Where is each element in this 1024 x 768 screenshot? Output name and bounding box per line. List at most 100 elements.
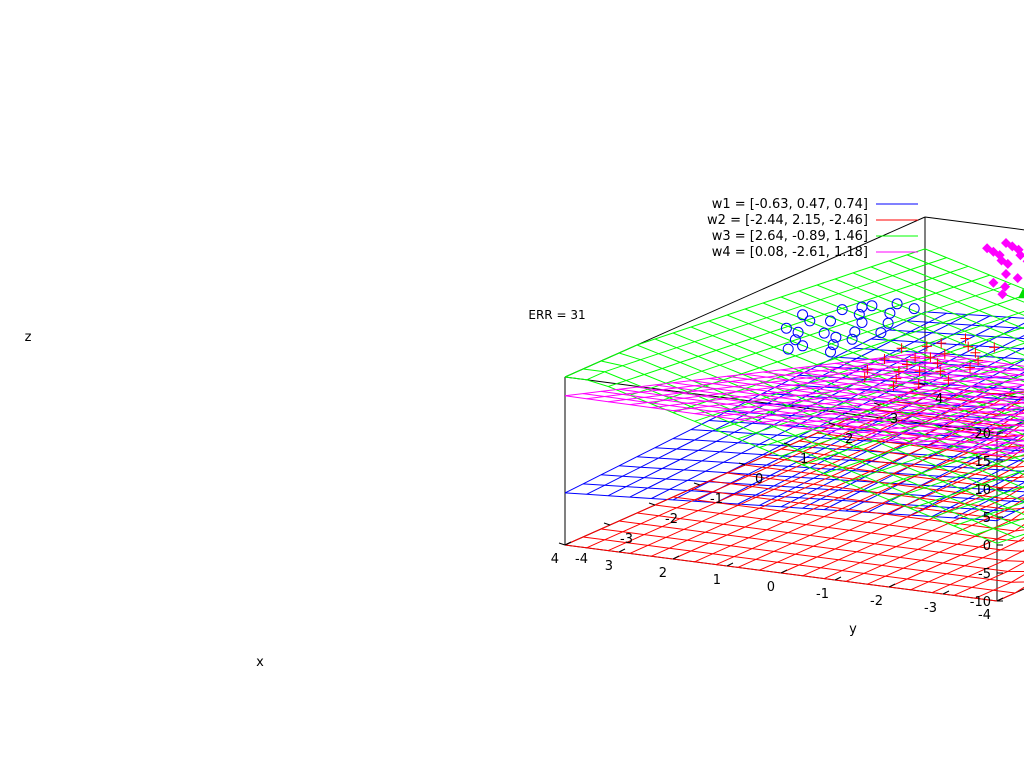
surface-grid-line (716, 326, 1024, 431)
plus-marker (879, 354, 890, 364)
surface-grid-line (953, 501, 1024, 527)
y-axis-label: y (849, 622, 857, 637)
surface-grid-line (762, 371, 1024, 409)
z-tick-label: 20 (974, 427, 991, 442)
plus-marker (896, 343, 907, 354)
surface-grid-line (867, 438, 1024, 492)
surface-grid-line (910, 470, 1024, 509)
plus-marker (965, 362, 975, 373)
circle-marker (849, 326, 861, 338)
y-tick-label: -4 (575, 552, 588, 567)
surface-grid-line (888, 423, 1024, 441)
diamond-marker (997, 289, 1008, 300)
y-tick-label: 3 (890, 412, 898, 427)
plus-marker (963, 341, 974, 352)
plus-marker (862, 364, 873, 375)
z-tick-label: 5 (983, 511, 991, 526)
circle-marker (818, 327, 830, 339)
surface-grid-line (910, 536, 1024, 591)
plus-marker (910, 352, 921, 363)
plus-marker (935, 366, 946, 377)
x-tick-mark (834, 576, 842, 581)
circle-marker (856, 301, 868, 313)
y-tick-mark (738, 462, 746, 466)
x-tick-label: 4 (551, 552, 559, 567)
plus-marker (891, 373, 902, 384)
x-tick-label: -2 (870, 594, 883, 609)
surface-grid-line (654, 504, 1024, 552)
surface-grid-line (924, 384, 1024, 395)
x-tick-mark (942, 590, 950, 595)
x-tick-mark (726, 562, 734, 567)
surface-grid-line (618, 520, 1024, 573)
circle-marker (825, 315, 836, 327)
y-tick-label: -3 (620, 532, 633, 547)
surface-grid-line (852, 272, 1024, 343)
plus-marker (970, 347, 981, 358)
legend-label: w2 = [-2.44, 2.15, -2.46] (707, 213, 868, 228)
x-tick-mark (564, 541, 572, 546)
plus-marker (932, 358, 943, 369)
x-tick-mark (780, 569, 788, 574)
y-tick-label: 0 (755, 472, 763, 487)
surface-grid-line (845, 422, 1024, 483)
surface-grid-line (906, 254, 1024, 303)
surface-grid-line (798, 440, 1024, 468)
surface-grid-line (932, 434, 1024, 447)
surface-grid-line (780, 296, 1024, 396)
plus-marker (893, 366, 904, 377)
plus-marker (939, 348, 950, 359)
plus-marker (914, 366, 925, 377)
x-tick-label: 3 (605, 559, 613, 574)
x-tick-label: 2 (659, 566, 667, 581)
diamond-marker (1001, 269, 1011, 279)
y-tick-mark (918, 382, 926, 386)
surface-grid-line (852, 360, 1024, 386)
surface-grid-line (924, 311, 1024, 319)
surface-4 (564, 352, 1024, 456)
circle-marker (797, 309, 809, 321)
legend-label: w3 = [2.64, -0.89, 1.46] (712, 229, 868, 244)
surface-grid-line (888, 454, 1024, 501)
surface-grid-line (888, 523, 1024, 588)
y-tick-mark (783, 442, 791, 446)
surface-1 (564, 311, 1024, 522)
surface-grid-line (737, 384, 1024, 420)
y-tick-mark (603, 522, 611, 526)
surface-grid-line (834, 278, 1024, 356)
surface-grid-line (834, 424, 1024, 448)
surface-grid-line (924, 352, 1024, 367)
diamond-marker (1001, 238, 1011, 248)
surface-grid-line (608, 265, 969, 387)
surface-grid-line (744, 373, 1024, 414)
x-tick-label: 1 (713, 573, 721, 588)
data-points (780, 238, 1024, 391)
surface-grid-line (607, 314, 969, 497)
plus-marker (921, 341, 932, 352)
surface-grid-line (845, 412, 1024, 435)
y-tick-mark (648, 502, 656, 506)
surface-grid-line (953, 440, 1024, 450)
surface-grid-line (932, 485, 1024, 518)
surface-grid-line (888, 445, 1024, 515)
surface-grid-line (816, 365, 1024, 395)
surface-grid-line (798, 367, 1024, 400)
surface-grid-line (694, 373, 1024, 415)
x-tick-mark (888, 583, 896, 588)
diamond-marker (982, 243, 993, 254)
surface-grid-line (906, 392, 1024, 405)
legend: w1 = [-0.63, 0.47, 0.74]w2 = [-2.44, 2.1… (707, 197, 918, 260)
surface-grid-line (798, 290, 1024, 383)
surface-grid-line (924, 248, 1024, 290)
x-tick-label: -3 (924, 601, 937, 616)
z-tick-label: 15 (974, 455, 991, 470)
surface-grid-line (586, 312, 947, 495)
circle-marker (836, 304, 848, 316)
circle-marker (780, 322, 792, 334)
plus-marker (989, 342, 1000, 353)
z-axis-label: z (25, 330, 32, 345)
surface-grid-line (867, 433, 1024, 513)
x-tick-label: -1 (816, 587, 829, 602)
x-tick-label: 0 (767, 580, 775, 595)
